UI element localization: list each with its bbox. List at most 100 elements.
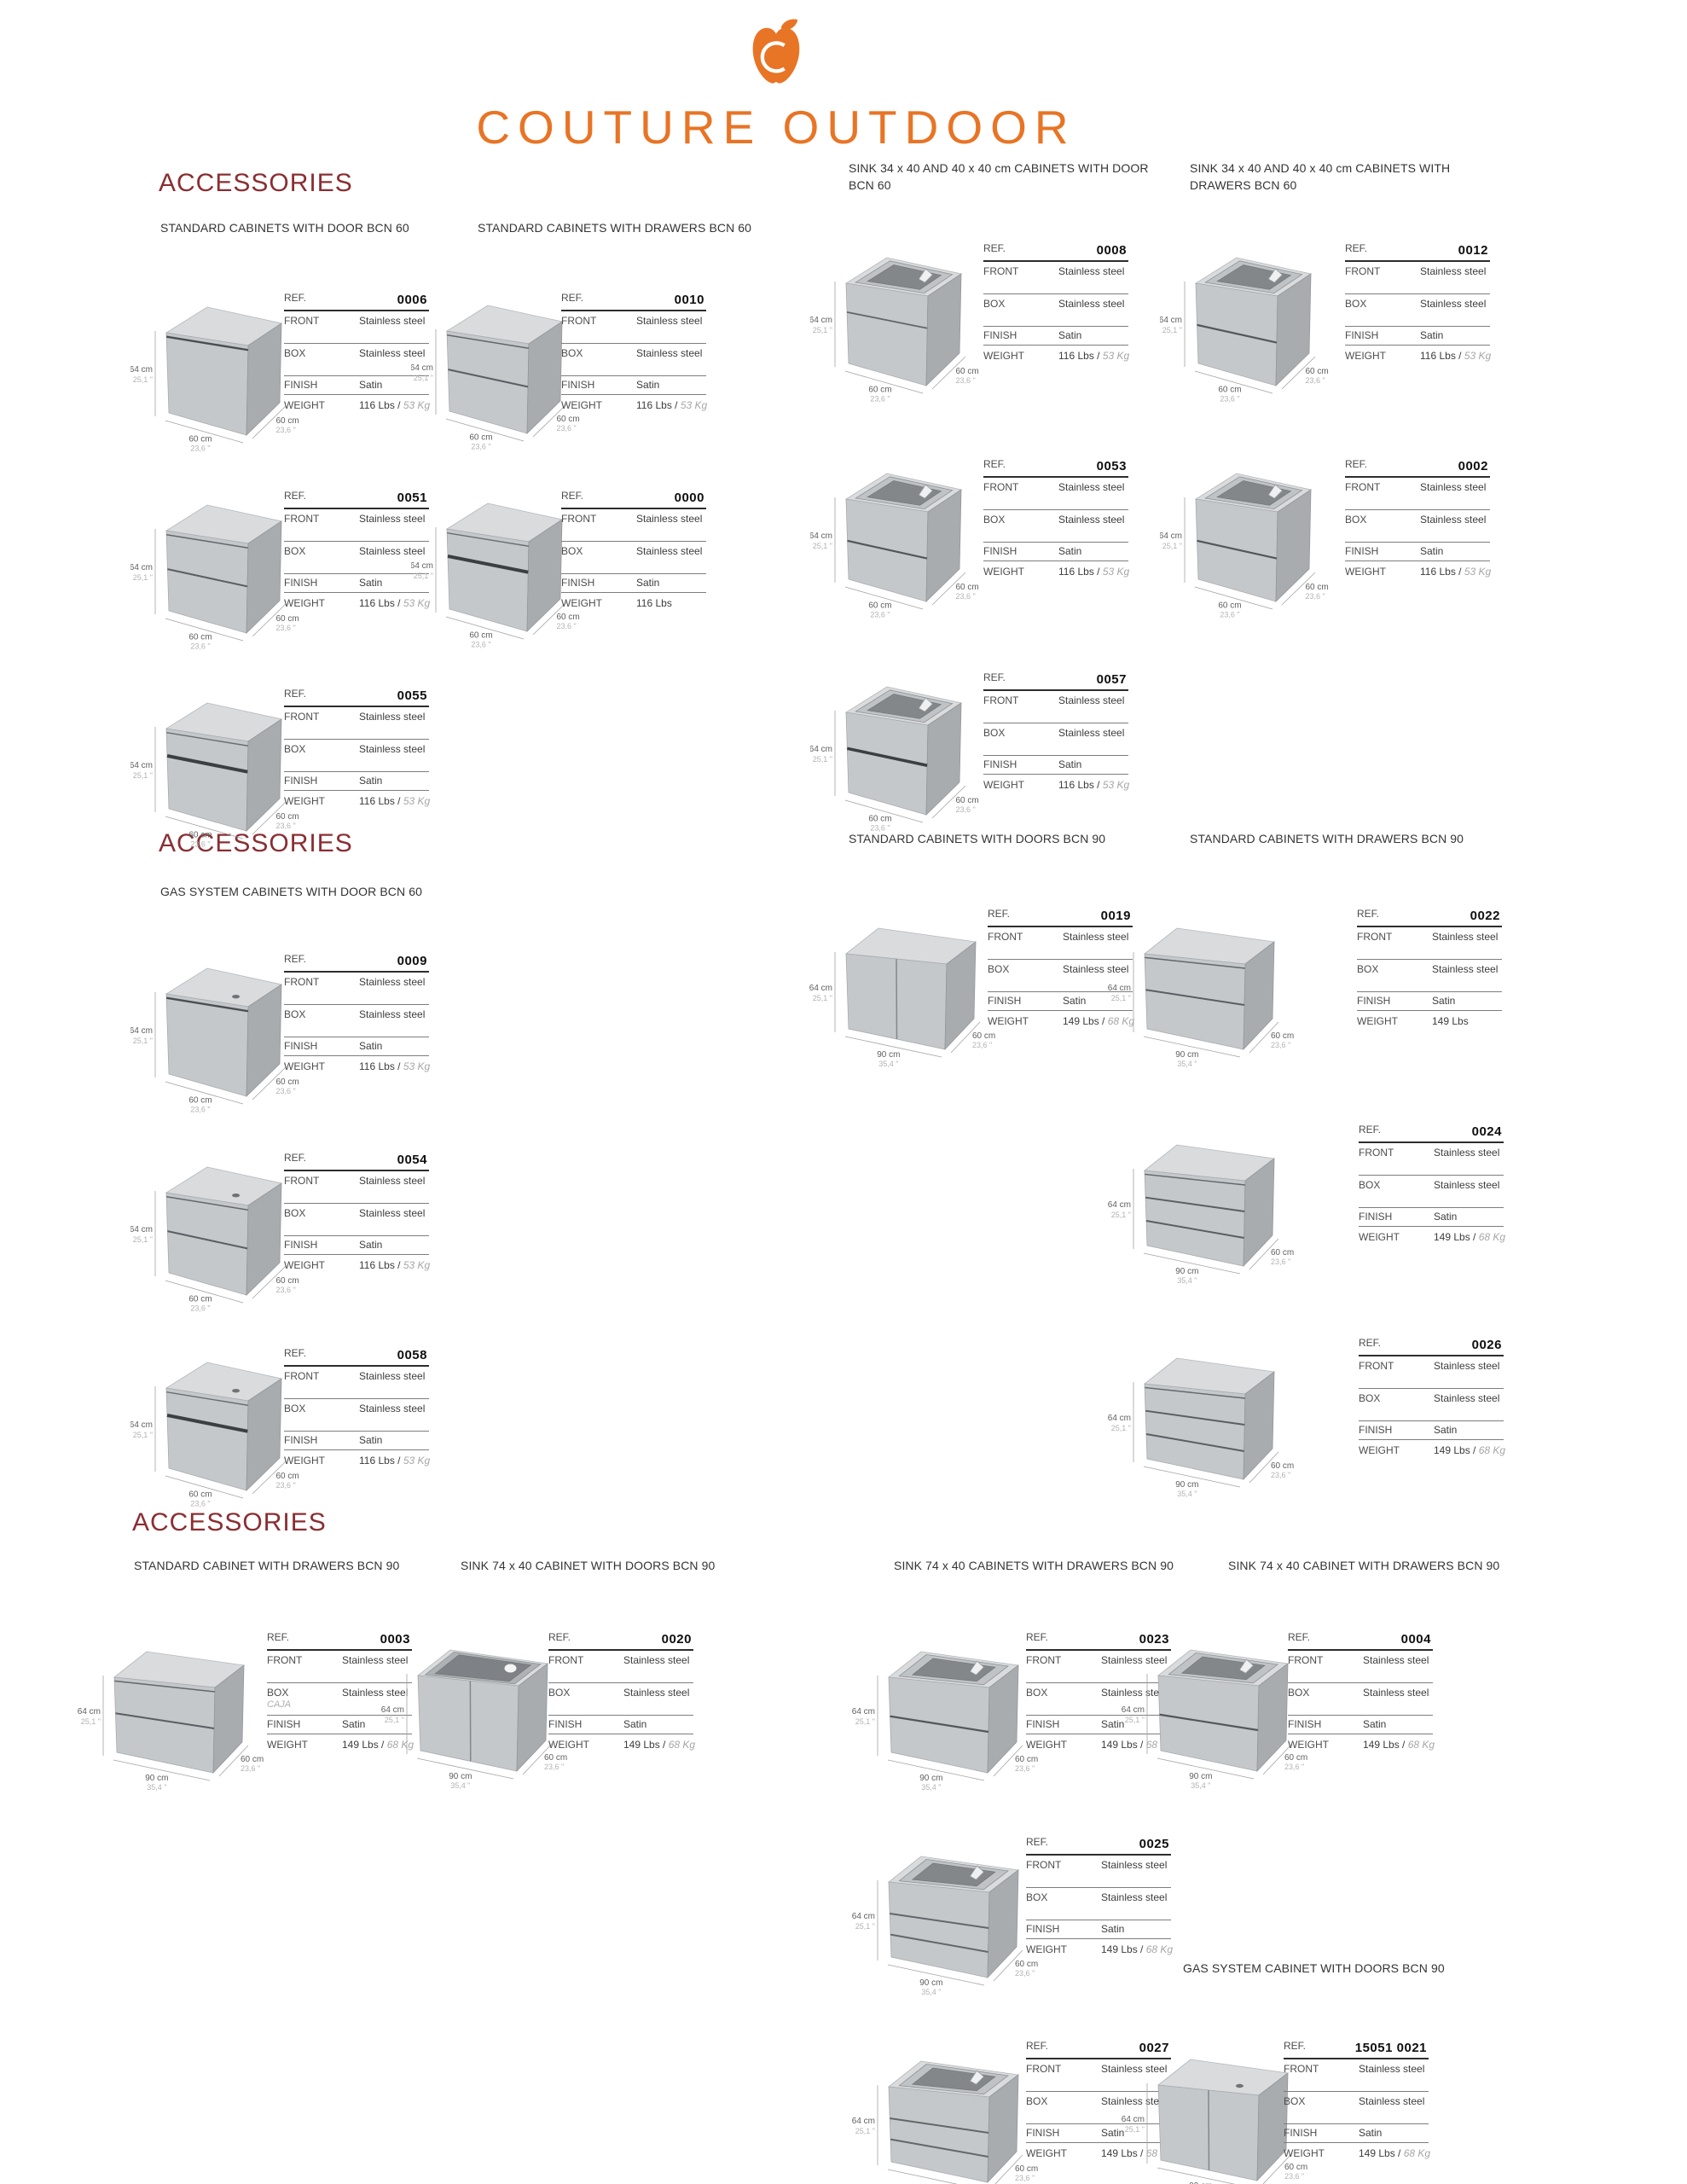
spec-table: REF. 0027 FRONT Stainless steel BOX Stai… [1026, 2040, 1174, 2164]
spec-label-box: BOX [267, 1687, 289, 1699]
spec-row-finish: FINISH Satin [561, 574, 706, 593]
spec-row-weight: WEIGHT 149 Lbs [1357, 1011, 1502, 1032]
cabinet-faces [165, 1362, 283, 1491]
spec-row-weight: WEIGHT 116 Lbs / 53 Kg [284, 593, 430, 614]
accessories-heading-2: ACCESSORIES [159, 829, 353, 857]
spec-finish-value: Satin [1363, 1718, 1387, 1730]
spec-weight-lbs: 149 Lbs [1434, 1444, 1470, 1456]
spec-box-value: Stainless steel [359, 1008, 426, 1020]
spec-row-box: BOX Stainless steel [1026, 1888, 1171, 1920]
spec-box-value: Stainless steel [636, 347, 703, 359]
spec-table: REF. 0002 FRONT Stainless steel BOX Stai… [1345, 458, 1491, 583]
spec-table: REF. 0055 FRONT Stainless steel BOX Stai… [284, 688, 430, 812]
spec-label-weight: WEIGHT [983, 779, 1024, 791]
spec-weight-lbs: 149 Lbs [1434, 1231, 1470, 1243]
spec-box-value: Stainless steel [623, 1687, 690, 1699]
spec-label-weight: WEIGHT [284, 1060, 325, 1072]
spec-row-box: BOX Stainless steel [561, 542, 706, 574]
section-title-gas-doors-90: GAS SYSTEM CABINET WITH DOORS BCN 90 [1183, 1961, 1445, 1975]
spec-finish-value: Satin [1058, 545, 1082, 557]
spec-label-finish: FINISH [983, 758, 1017, 770]
spec-weight-value: 149 Lbs / 68 Kg [1063, 1015, 1134, 1027]
spec-label-finish: FINISH [1284, 2127, 1318, 2139]
spec-row-ref: REF. 0057 [983, 671, 1128, 691]
spec-finish-value: Satin [1434, 1424, 1458, 1436]
spec-weight-separator: / [1455, 350, 1464, 362]
spec-finish-value: Satin [1058, 758, 1082, 770]
spec-box-value: Stainless steel [1063, 963, 1129, 975]
spec-row-front: FRONT Stainless steel [267, 1651, 412, 1683]
spec-table: REF. 0010 FRONT Stainless steel BOX Stai… [561, 292, 707, 416]
spec-label-weight: WEIGHT [1026, 2147, 1067, 2159]
spec-weight-lbs: 116 Lbs [636, 597, 672, 609]
spec-weight-separator: / [671, 399, 681, 411]
spec-front-value: Stainless steel [342, 1654, 409, 1666]
spec-label-weight: WEIGHT [1357, 1015, 1398, 1027]
spec-label-box: BOX [284, 743, 306, 755]
spec-ref-value: 0022 [1470, 909, 1500, 923]
spec-box-value: Stainless steel [359, 1207, 426, 1219]
spec-weight-lbs: 149 Lbs [342, 1739, 379, 1751]
spec-row-front: FRONT Stainless steel [1357, 927, 1502, 960]
spec-row-box: BOX Stainless steel [983, 510, 1128, 543]
spec-label-ref: REF. [267, 1631, 290, 1643]
spec-front-value: Stainless steel [1101, 1859, 1168, 1871]
spec-front-value: Stainless steel [1359, 2063, 1425, 2075]
spec-row-finish: FINISH Satin [1284, 2124, 1429, 2143]
spec-front-value: Stainless steel [636, 315, 703, 327]
spec-label-finish: FINISH [284, 1040, 318, 1052]
spec-label-finish: FINISH [284, 1434, 318, 1446]
spec-label-finish: FINISH [561, 379, 595, 391]
spec-label-front: FRONT [1284, 2063, 1319, 2075]
spec-weight-value: 149 Lbs / 68 Kg [1359, 2147, 1430, 2159]
spec-finish-value: Satin [342, 1718, 366, 1730]
spec-label-finish: FINISH [1288, 1718, 1322, 1730]
spec-weight-separator: / [659, 1739, 669, 1751]
spec-row-weight: WEIGHT 116 Lbs / 53 Kg [284, 1056, 430, 1077]
spec-weight-separator: / [1470, 1231, 1479, 1243]
spec-label-box: BOX [1026, 1687, 1048, 1699]
spec-weight-value: 149 Lbs / 68 Kg [1434, 1231, 1505, 1243]
dimension-annotations: 64 cm 25,1 " 60 cm 23,6 " 60 cm 23,6 " [810, 282, 979, 404]
spec-row-weight: WEIGHT 149 Lbs / 68 Kg [1026, 1734, 1173, 1756]
cabinet-faces [844, 257, 963, 386]
spec-row-ref: REF. 0020 [548, 1631, 693, 1651]
spec-row-front: FRONT Stainless steel [284, 509, 429, 542]
spec-row-finish: FINISH Satin [1026, 1716, 1171, 1734]
spec-label-box: BOX [1345, 298, 1367, 310]
cabinet-faces [113, 1651, 246, 1774]
spec-label-ref: REF. [284, 1347, 307, 1359]
spec-weight-lbs: 116 Lbs [1058, 779, 1094, 791]
spec-box-value: Stainless steel [1420, 298, 1487, 310]
spec-label-box: BOX [983, 727, 1006, 739]
section-title-sink-door-60: SINK 34 x 40 AND 40 x 40 cm CABINETS WIT… [849, 161, 1149, 192]
spec-row-finish: FINISH Satin [267, 1716, 412, 1734]
spec-finish-value: Satin [359, 577, 383, 589]
spec-table: REF. 0004 FRONT Stainless steel BOX Stai… [1288, 1631, 1435, 1756]
spec-label-finish: FINISH [284, 577, 318, 589]
spec-row-weight: WEIGHT 116 Lbs / 53 Kg [983, 346, 1129, 367]
section-title-standard-drawers-90: STANDARD CABINETS WITH DRAWERS BCN 90 [1190, 832, 1464, 845]
spec-row-finish: FINISH Satin [284, 772, 429, 791]
cabinet-faces [1143, 927, 1276, 1051]
spec-row-box: BOX Stainless steel [988, 960, 1133, 992]
spec-weight-value: 149 Lbs / 68 Kg [1101, 1739, 1173, 1751]
spec-weight-kg: 68 Kg [1145, 2147, 1174, 2159]
cabinet-faces [1194, 257, 1313, 386]
spec-label-box: BOX [1357, 963, 1379, 975]
spec-label-ref: REF. [1026, 2040, 1049, 2052]
spec-row-ref: REF. 0004 [1288, 1631, 1433, 1651]
spec-row-box: BOX Stainless steel [1288, 1683, 1433, 1716]
spec-finish-value: Satin [359, 1239, 383, 1251]
